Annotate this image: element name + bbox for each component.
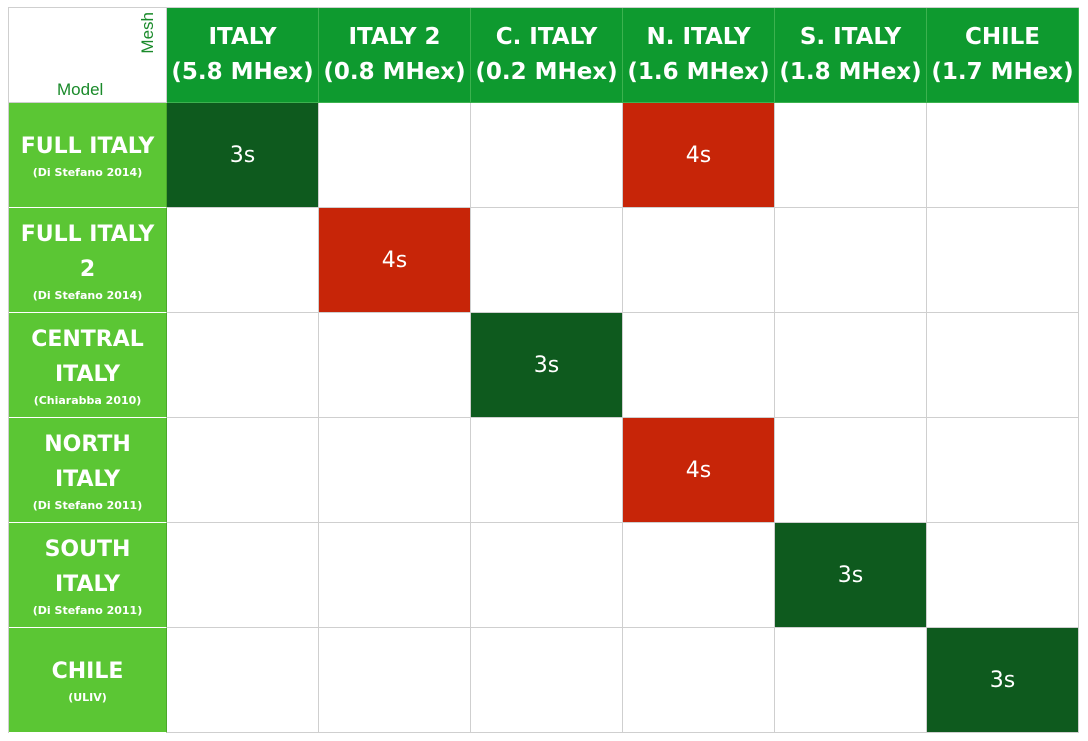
column-mesh-size: (0.8 MHex)	[323, 59, 466, 85]
matrix-cell	[319, 313, 471, 418]
matrix-cell	[775, 418, 927, 523]
row-model-name: CHILE	[51, 659, 124, 684]
row-model-source: (Di Stefano 2011)	[32, 498, 143, 512]
column-header: C. ITALY (0.2 MHex)	[471, 8, 623, 103]
row-header: NORTH ITALY (Di Stefano 2011)	[9, 418, 167, 523]
mesh-axis-label: Mesh	[138, 12, 157, 54]
matrix-cell	[927, 523, 1079, 628]
column-mesh-size: (1.7 MHex)	[931, 59, 1074, 85]
matrix-cell: 4s	[623, 418, 775, 523]
corner-cell: Mesh Model	[9, 8, 167, 103]
column-name: ITALY	[208, 24, 277, 50]
row-model-name: FULL ITALY 2	[20, 221, 155, 282]
matrix-cell: 3s	[471, 313, 623, 418]
row-model-name: SOUTH ITALY	[44, 536, 131, 597]
matrix-cell	[775, 628, 927, 733]
matrix-cell: 3s	[167, 103, 319, 208]
column-name: S. ITALY	[799, 24, 902, 50]
matrix-cell	[927, 418, 1079, 523]
matrix-cell: 4s	[319, 208, 471, 313]
column-header: S. ITALY (1.8 MHex)	[775, 8, 927, 103]
matrix-cell	[319, 628, 471, 733]
matrix-cell	[775, 103, 927, 208]
matrix-cell	[775, 208, 927, 313]
matrix-cell: 3s	[775, 523, 927, 628]
matrix-cell	[927, 208, 1079, 313]
row-model-name: CENTRAL ITALY	[31, 326, 144, 387]
column-mesh-size: (0.2 MHex)	[475, 59, 618, 85]
column-name: C. ITALY	[495, 24, 598, 50]
matrix-cell	[775, 313, 927, 418]
matrix-cell	[167, 418, 319, 523]
row-model-source: (Chiarabba 2010)	[33, 393, 142, 407]
row-model-name: FULL ITALY	[20, 134, 155, 159]
matrix-cell: 4s	[623, 103, 775, 208]
row-header: CENTRAL ITALY (Chiarabba 2010)	[9, 313, 167, 418]
matrix-cell	[319, 523, 471, 628]
row-model-source: (Di Stefano 2014)	[32, 288, 143, 302]
column-name: N. ITALY	[646, 24, 751, 50]
matrix-cell	[623, 628, 775, 733]
row-model-source: (ULIV)	[68, 691, 107, 704]
row-model-name: NORTH ITALY	[44, 431, 131, 492]
column-name: CHILE	[964, 24, 1041, 50]
matrix-cell	[623, 208, 775, 313]
matrix-cell	[471, 523, 623, 628]
row-header: SOUTH ITALY (Di Stefano 2011)	[9, 523, 167, 628]
matrix-cell	[167, 628, 319, 733]
matrix-cell	[471, 103, 623, 208]
matrix-cell	[471, 208, 623, 313]
matrix-cell	[167, 523, 319, 628]
row-header: FULL ITALY 2 (Di Stefano 2014)	[9, 208, 167, 313]
column-mesh-size: (1.6 MHex)	[627, 59, 770, 85]
model-axis-label: Model	[57, 80, 104, 99]
row-header: FULL ITALY (Di Stefano 2014)	[9, 103, 167, 208]
matrix-cell	[319, 103, 471, 208]
matrix-cell	[623, 523, 775, 628]
column-header: CHILE (1.7 MHex)	[927, 8, 1079, 103]
matrix-cell	[927, 313, 1079, 418]
column-header: ITALY 2 (0.8 MHex)	[319, 8, 471, 103]
column-mesh-size: (5.8 MHex)	[171, 59, 314, 85]
column-name: ITALY 2	[348, 24, 441, 50]
row-model-source: (Di Stefano 2014)	[32, 166, 143, 179]
matrix-cell	[167, 313, 319, 418]
matrix-cell: 3s	[927, 628, 1079, 733]
column-header: ITALY (5.8 MHex)	[167, 8, 319, 103]
row-model-source: (Di Stefano 2011)	[32, 603, 143, 617]
matrix-cell	[927, 103, 1079, 208]
matrix-cell	[167, 208, 319, 313]
matrix-cell	[623, 313, 775, 418]
model-mesh-matrix: Mesh Model ITALY (5.8 MHex) ITALY 2 (0.8 MH…	[8, 7, 1079, 733]
column-header: N. ITALY (1.6 MHex)	[623, 8, 775, 103]
matrix-cell	[471, 418, 623, 523]
column-mesh-size: (1.8 MHex)	[779, 59, 922, 85]
row-header: CHILE (ULIV)	[9, 628, 167, 733]
matrix-cell	[319, 418, 471, 523]
matrix-cell	[471, 628, 623, 733]
